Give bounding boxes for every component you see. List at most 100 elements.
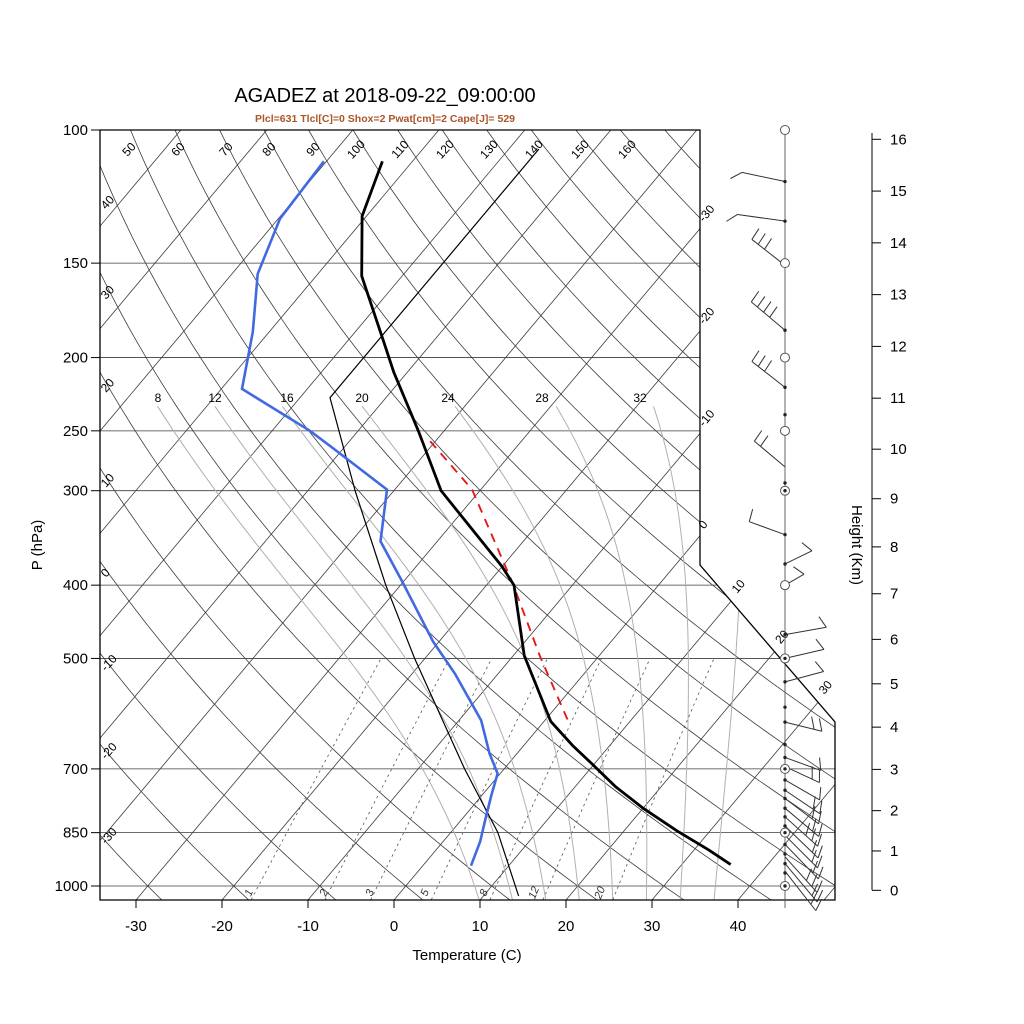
svg-text:400: 400 [63,577,88,594]
wind-level-dot [783,219,787,223]
svg-text:120: 120 [433,137,457,161]
svg-text:-20: -20 [696,304,718,327]
svg-text:20: 20 [558,918,575,935]
svg-text:-30: -30 [696,202,718,225]
wind-level-dot [783,796,787,801]
wind-level-dot [783,481,787,485]
svg-text:9: 9 [890,491,898,508]
svg-text:1000: 1000 [55,878,88,895]
svg-text:250: 250 [63,423,88,440]
svg-text:40: 40 [730,918,747,935]
wind-level-dot [783,720,787,724]
wind-level-dot [783,532,787,537]
svg-text:2: 2 [890,803,898,820]
svg-text:16: 16 [280,391,294,405]
svg-text:30: 30 [644,918,661,935]
svg-text:0: 0 [696,517,711,531]
std-atmosphere-curve [329,148,540,897]
svg-text:20: 20 [772,627,792,646]
svg-text:10: 10 [98,470,118,490]
dewpoint-curve [240,160,499,867]
pressure-axis: 100 150 200 250 300 400 500 700 850 1000 P (hPa) [29,122,100,895]
svg-text:10: 10 [472,918,489,935]
wind-level-dot [783,842,787,847]
wind-level-circle [780,352,790,363]
svg-text:130: 130 [477,137,501,161]
svg-text:8: 8 [478,887,492,898]
svg-text:60: 60 [168,139,188,159]
svg-text:10: 10 [890,441,907,458]
wind-level-circle [780,258,790,269]
svg-text:Height (Km): Height (Km) [848,505,865,585]
svg-text:20: 20 [98,375,118,395]
dry-adiabat-lines [100,130,835,900]
svg-text:-10: -10 [696,407,718,430]
wind-level-dot [783,852,787,856]
svg-text:20: 20 [592,884,608,902]
svg-text:1: 1 [243,888,256,898]
svg-text:100: 100 [63,122,88,139]
svg-text:4: 4 [890,719,898,736]
wind-level-dot [783,861,787,866]
svg-text:28: 28 [535,391,549,405]
temperature-axis: -30 -20 -10 0 10 20 30 40 Temperature (C) [125,900,746,964]
svg-text:12: 12 [890,338,907,355]
wind-level-dot [783,806,787,810]
svg-text:13: 13 [890,287,907,304]
svg-text:30: 30 [98,282,118,302]
svg-text:0: 0 [390,918,398,935]
wind-level-dot [783,385,787,390]
svg-text:14: 14 [890,235,907,252]
svg-text:7: 7 [890,586,898,603]
svg-text:700: 700 [63,761,88,778]
wind-level-dot [783,755,787,760]
svg-text:-10: -10 [297,918,319,935]
mixing-ratio-lines [250,658,715,900]
moist-adiabat-lines [157,405,743,900]
wind-level-dot [783,632,787,637]
wind-level-dot [783,680,787,684]
svg-text:3: 3 [364,887,378,898]
svg-text:20: 20 [355,391,369,405]
chart-title: AGADEZ at 2018-09-22_09:00:00 [234,85,536,107]
svg-text:6: 6 [890,631,898,648]
wind-level-dot [783,562,787,566]
wind-level-dot [783,788,787,792]
plot-outline [99,129,836,901]
svg-text:32: 32 [633,391,647,405]
svg-text:150: 150 [568,137,592,161]
svg-text:8: 8 [890,539,898,556]
svg-text:-20: -20 [98,740,120,762]
svg-text:500: 500 [63,650,88,667]
wind-level-dot [783,742,787,747]
svg-text:0: 0 [890,882,898,899]
svg-text:300: 300 [63,483,88,500]
svg-text:P (hPa): P (hPa) [29,520,46,571]
svg-text:10: 10 [729,577,749,596]
wind-level-dot [783,705,787,709]
wind-level-dot [783,815,787,819]
svg-text:5: 5 [419,887,433,898]
svg-text:100: 100 [344,137,368,161]
svg-text:-20: -20 [211,918,233,935]
wind-level-circle [780,580,790,591]
wind-barbs [726,125,827,911]
svg-text:850: 850 [63,825,88,842]
sounding-curves [240,148,732,897]
svg-text:150: 150 [63,255,88,272]
wind-level-dot [783,328,787,332]
pressure-gridlines [100,130,835,887]
svg-text:12: 12 [208,391,222,405]
svg-text:2: 2 [317,888,331,899]
temperature-curve [360,160,732,866]
svg-text:12: 12 [526,885,542,901]
svg-text:30: 30 [816,678,836,697]
svg-text:11: 11 [890,390,906,407]
svg-text:160: 160 [615,137,639,161]
svg-text:90: 90 [303,139,323,159]
wind-level-circle [780,425,790,436]
svg-text:3: 3 [890,761,898,778]
wind-level-dot [783,778,787,782]
